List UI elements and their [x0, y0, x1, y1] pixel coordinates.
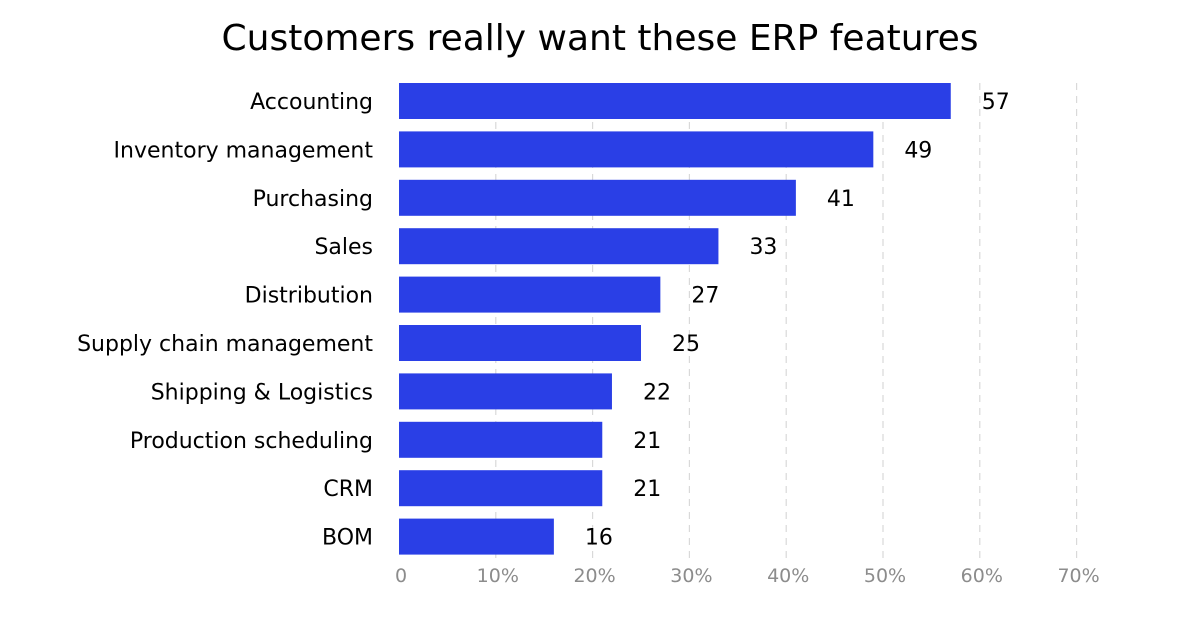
category-label-3: Purchasing — [253, 187, 373, 212]
x-tick-label-10: 10% — [477, 565, 519, 587]
bar-1 — [399, 83, 951, 119]
category-label-1: Accounting — [250, 90, 373, 115]
category-label-9: CRM — [323, 477, 373, 502]
bar-5 — [399, 276, 661, 313]
value-label-3: 41 — [827, 187, 855, 212]
x-tick-label-20: 20% — [573, 565, 615, 587]
bar-2 — [399, 131, 874, 168]
value-label-9: 21 — [633, 477, 661, 502]
chart-title: Customers really want these ERP features — [222, 18, 979, 59]
value-label-6: 25 — [672, 332, 700, 357]
category-label-4: Sales — [314, 235, 373, 260]
bar-8 — [399, 421, 603, 458]
bars — [399, 83, 951, 555]
category-label-2: Inventory management — [114, 138, 374, 163]
value-label-8: 21 — [633, 429, 661, 454]
value-label-2: 49 — [904, 138, 932, 163]
bar-4 — [399, 228, 719, 265]
category-label-10: BOM — [322, 526, 373, 551]
value-label-1: 57 — [982, 90, 1010, 115]
value-label-10: 16 — [585, 526, 613, 551]
bar-6 — [399, 325, 641, 361]
category-label-8: Production scheduling — [130, 429, 373, 454]
x-tick-label-70: 70% — [1057, 565, 1099, 587]
category-label-6: Supply chain management — [77, 332, 373, 357]
x-tick-label-30: 30% — [670, 565, 712, 587]
bar-9 — [399, 470, 603, 507]
category-label-7: Shipping & Logistics — [151, 380, 373, 405]
x-tick-label-60: 60% — [961, 565, 1003, 587]
value-label-7: 22 — [643, 380, 671, 405]
bar-3 — [399, 179, 796, 216]
category-labels: Accounting Inventory management Purchasing… — [77, 90, 373, 551]
value-label-4: 33 — [749, 235, 777, 260]
value-label-5: 27 — [691, 284, 719, 309]
x-tick-label-50: 50% — [864, 565, 906, 587]
x-tick-label-40: 40% — [767, 565, 809, 587]
category-label-5: Distribution — [245, 284, 373, 309]
x-axis-ticks: 0 10% 20% 30% 40% 50% 60% 70% — [395, 565, 1100, 587]
bar-7 — [399, 373, 612, 410]
x-tick-label-0: 0 — [395, 565, 407, 587]
bar-10 — [399, 518, 554, 555]
